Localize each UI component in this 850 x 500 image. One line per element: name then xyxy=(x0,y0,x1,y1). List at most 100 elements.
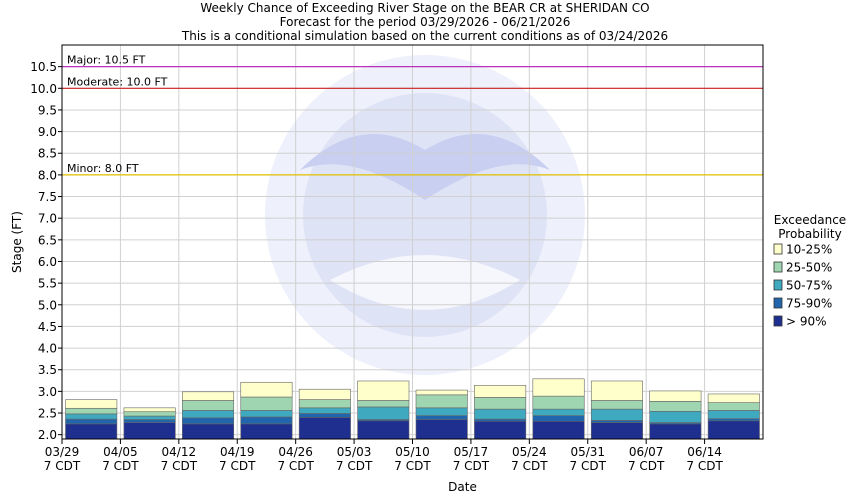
chart-subtitle-conditions: This is a conditional simulation based o… xyxy=(181,29,669,43)
y-axis: 2.0 2.5 3.0 3.5 4.0 4.5 5.0 5.5 6.0 6.5 7.0 7.5 8.0 8… xyxy=(30,60,62,442)
x-tick-label-date: 04/26 xyxy=(278,445,313,459)
x-tick-label-tz: 7 CDT xyxy=(570,459,607,473)
y-tick-label: 2.0 xyxy=(38,428,57,442)
y-tick-label: 9.0 xyxy=(38,125,57,139)
bar-segment-75-90-05-24 xyxy=(532,415,585,422)
bar-segment-75-90-05-10 xyxy=(415,415,468,420)
bar-segment-90-04-26 xyxy=(298,417,351,440)
x-axis-label: Date xyxy=(448,480,477,494)
x-tick-label-tz: 7 CDT xyxy=(511,459,548,473)
bar-segment-10-25-05-10 xyxy=(415,389,468,396)
bar-segment-10-25-04-26 xyxy=(298,388,351,400)
y-tick-label: 10.0 xyxy=(30,82,57,96)
bar-segment-25-50-04-26 xyxy=(298,399,351,409)
bar-segment-90-05-17 xyxy=(474,420,527,440)
x-tick-label-tz: 7 CDT xyxy=(336,459,373,473)
bar-segment-10-25-03-29 xyxy=(65,399,118,409)
bar-segment-25-50-06-07 xyxy=(649,401,702,412)
y-tick-label: 6.0 xyxy=(38,255,57,269)
bar-segment-90-04-12 xyxy=(182,423,235,440)
bar-segment-90-06-14 xyxy=(707,420,760,440)
bar-segment-50-75-04-12 xyxy=(182,410,235,419)
y-tick-label: 7.5 xyxy=(38,190,57,204)
legend-entry-label-4: > 90% xyxy=(786,315,827,329)
x-tick-label-tz: 7 CDT xyxy=(219,459,256,473)
bar-segment-25-50-03-29 xyxy=(65,407,118,415)
bar-segment-75-90-04-19 xyxy=(240,416,293,425)
bar-segment-90-03-29 xyxy=(65,423,118,440)
bar-segment-50-75-06-14 xyxy=(707,410,760,419)
x-tick-label-tz: 7 CDT xyxy=(102,459,139,473)
threshold-label-2: Minor: 8.0 FT xyxy=(67,162,139,175)
legend-entry-label-2: 50-75% xyxy=(786,279,832,293)
y-tick-label: 6.5 xyxy=(38,233,57,247)
legend-swatch-3 xyxy=(773,297,783,309)
bar-segment-50-75-05-17 xyxy=(474,408,527,420)
bar-segment-10-25-04-19 xyxy=(240,381,293,398)
legend-entry-label-1: 25-50% xyxy=(786,261,832,275)
bar-segment-10-25-05-24 xyxy=(532,378,585,397)
y-tick-label: 3.5 xyxy=(38,363,57,377)
bar-segment-10-25-05-31 xyxy=(590,380,643,401)
bar-segment-25-50-05-17 xyxy=(474,397,527,410)
x-tick-label-date: 05/10 xyxy=(395,445,430,459)
y-axis-label: Stage (FT) xyxy=(10,211,24,273)
watermark-bird-shape xyxy=(300,134,550,200)
x-tick-label-tz: 7 CDT xyxy=(628,459,665,473)
x-tick-label-date: 06/14 xyxy=(687,445,722,459)
watermark-wave-shape xyxy=(330,255,520,310)
y-tick-label: 10.5 xyxy=(30,60,57,74)
x-tick-label-tz: 7 CDT xyxy=(686,459,723,473)
x-tick-label-date: 05/31 xyxy=(570,445,605,459)
x-tick-label-date: 06/07 xyxy=(629,445,664,459)
x-tick-label-date: 05/24 xyxy=(512,445,547,459)
x-tick-label-tz: 7 CDT xyxy=(277,459,314,473)
bar-segment-90-05-24 xyxy=(532,420,585,440)
legend-title-line2: Probability xyxy=(778,227,841,241)
bar-segment-10-25-06-14 xyxy=(707,393,760,403)
bar-segment-50-75-06-07 xyxy=(649,410,702,423)
chart-subtitle: Forecast for the period 03/29/2026 - 06/… xyxy=(279,15,571,29)
bar-segment-25-50-04-05 xyxy=(123,411,176,417)
bar-segment-75-90-04-05 xyxy=(123,419,176,423)
legend-entry-label-0: 10-25% xyxy=(786,243,832,257)
bar-segment-75-90-04-12 xyxy=(182,417,235,425)
bar-segment-90-06-07 xyxy=(649,423,702,440)
y-tick-label: 8.5 xyxy=(38,147,57,161)
x-tick-label-tz: 7 CDT xyxy=(453,459,490,473)
bar-series xyxy=(65,378,760,440)
y-tick-label: 4.5 xyxy=(38,320,57,334)
bar-segment-10-25-06-07 xyxy=(649,390,702,402)
threshold-label-0: Major: 10.5 FT xyxy=(67,54,146,67)
x-tick-label-tz: 7 CDT xyxy=(394,459,431,473)
bar-segment-50-75-05-03 xyxy=(357,406,410,420)
threshold-label-1: Moderate: 10.0 FT xyxy=(67,75,168,88)
bar-segment-50-75-05-24 xyxy=(532,408,585,416)
bar-segment-25-50-05-24 xyxy=(532,395,585,410)
bar-segment-75-90-05-31 xyxy=(590,420,643,423)
bar-segment-75-90-06-14 xyxy=(707,418,760,422)
bar-segment-10-25-05-03 xyxy=(357,380,410,401)
bar-segment-10-25-04-05 xyxy=(123,407,176,413)
legend-swatch-1 xyxy=(773,261,783,273)
bar-segment-10-25-04-12 xyxy=(182,391,235,401)
bar-segment-25-50-05-03 xyxy=(357,400,410,408)
legend-swatch-0 xyxy=(773,243,783,255)
bar-segment-50-75-05-10 xyxy=(415,407,468,416)
legend-swatch-4 xyxy=(773,315,783,327)
noaa-watermark-logo xyxy=(265,55,585,375)
grid-lines xyxy=(62,45,763,439)
flood-thresholds: Major: 10.5 FT Moderate: 10.0 FT Minor: 8.… xyxy=(62,54,763,176)
bar-segment-90-04-05 xyxy=(123,422,176,440)
legend-swatch-2 xyxy=(773,279,783,291)
y-tick-label: 7.0 xyxy=(38,212,57,226)
x-tick-label-tz: 7 CDT xyxy=(44,459,81,473)
legend-entry-label-3: 75-90% xyxy=(786,297,832,311)
y-tick-label: 3.0 xyxy=(38,385,57,399)
bar-segment-90-04-19 xyxy=(240,423,293,440)
y-tick-label: 8.0 xyxy=(38,168,57,182)
x-tick-label-tz: 7 CDT xyxy=(161,459,198,473)
